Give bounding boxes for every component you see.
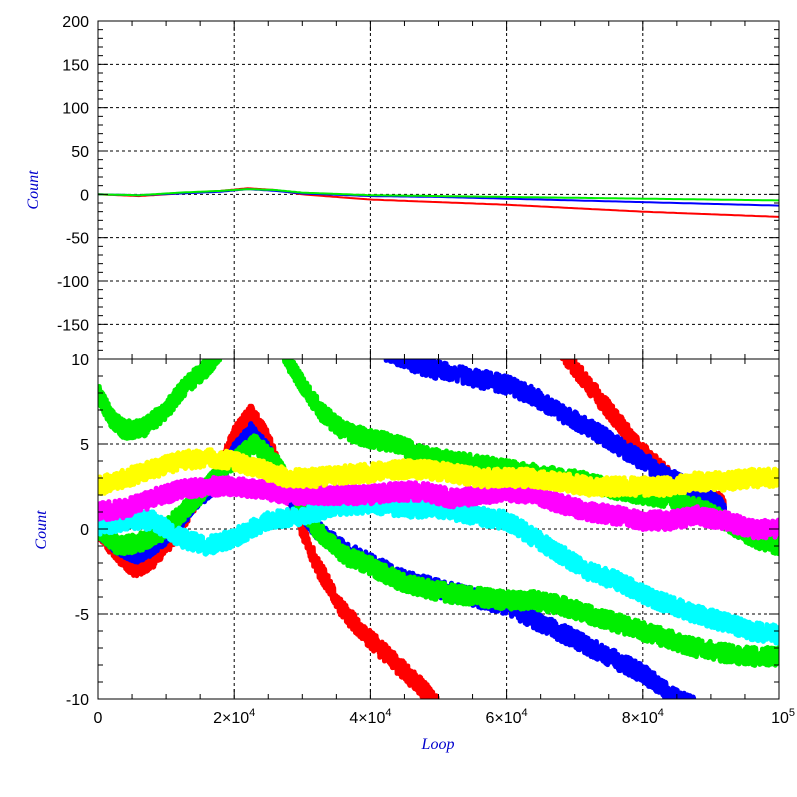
series-line <box>98 403 440 699</box>
grid <box>98 21 779 359</box>
series-line <box>383 359 727 519</box>
y-tick-label: -5 <box>75 607 89 624</box>
y-tick-label: 100 <box>62 101 89 118</box>
series-line <box>98 433 779 668</box>
top-y-axis-title: Count <box>25 170 42 210</box>
y-tick-label: 150 <box>62 57 89 74</box>
series-group <box>98 359 779 699</box>
series-line <box>98 188 779 202</box>
x-tick-label: 2×104 <box>213 707 255 727</box>
x-tick-label: 4×104 <box>349 707 391 727</box>
x-axis-title: Loop <box>421 736 455 753</box>
y-tick-label: 5 <box>80 437 89 454</box>
y-tick-label: -150 <box>57 317 89 334</box>
y-tick-label: -10 <box>66 692 89 709</box>
x-tick-label: 8×104 <box>622 707 664 727</box>
series-line <box>98 447 779 498</box>
y-tick-label: -100 <box>57 274 89 291</box>
x-tick-label: 105 <box>771 707 795 727</box>
bottom-y-axis-title: Count <box>33 510 50 550</box>
x-tick-label: 6×104 <box>486 707 528 727</box>
x-tick-label: 0 <box>94 710 103 727</box>
top-panel: 200 150 100 50 0 -50 -100 -150 <box>57 14 780 360</box>
series-group <box>98 187 779 218</box>
y-tick-label: 50 <box>71 144 89 161</box>
series-line <box>98 475 779 541</box>
plot-frame <box>97 20 780 360</box>
series-line <box>98 359 223 441</box>
y-tick-label: 0 <box>80 187 89 204</box>
y-tick-label: 200 <box>62 14 89 31</box>
y-tick-label: 0 <box>80 522 89 539</box>
y-tick-label: -50 <box>66 231 89 248</box>
y-tick-label: 10 <box>71 352 89 369</box>
